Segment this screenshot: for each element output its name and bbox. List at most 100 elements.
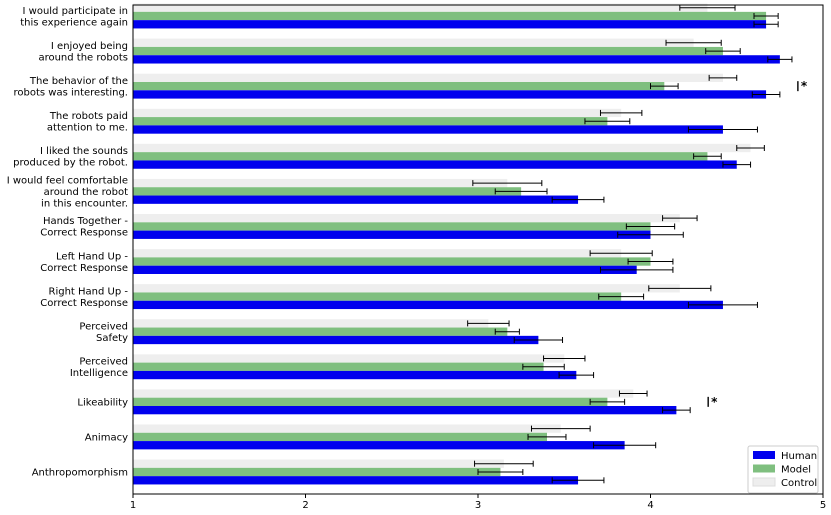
bar-control-3 — [133, 108, 622, 118]
bar-control-9 — [133, 319, 489, 328]
error-bar-human-3 — [687, 126, 758, 133]
error-bar-control-2 — [708, 74, 738, 81]
error-bar-control-12 — [530, 425, 591, 432]
error-bar-human-4 — [722, 161, 752, 168]
error-bar-control-1 — [665, 39, 722, 46]
bar-control-0 — [133, 3, 708, 12]
error-bar-human-6 — [617, 231, 684, 238]
bar-model-3 — [133, 117, 608, 126]
error-bar-model-8 — [598, 293, 645, 300]
bar-model-2 — [133, 82, 665, 91]
bar-control-10 — [133, 354, 565, 363]
bar-human-11 — [133, 405, 677, 415]
category-label-1: I enjoyed being around the robots — [38, 41, 128, 64]
error-bars-layer — [467, 4, 793, 484]
category-label-0: I would participate in this experience ag… — [20, 6, 128, 29]
category-label-10: Perceived Intelligence — [70, 357, 128, 380]
bar-human-13 — [133, 476, 579, 485]
error-bar-human-8 — [687, 301, 758, 308]
legend-label-model: Model — [781, 465, 811, 476]
bar-model-13 — [133, 467, 501, 477]
error-bar-human-13 — [551, 477, 605, 484]
x-tick-label-3: 4 — [647, 500, 653, 511]
category-label-6: Hands Together -Correct Response — [40, 216, 128, 239]
significance-marker-0: * — [797, 79, 808, 93]
category-label-3: The robots paid attention to me. — [47, 111, 128, 134]
bar-human-0 — [133, 20, 767, 29]
error-bar-human-11 — [662, 407, 691, 414]
legend-label-control: Control — [781, 478, 817, 489]
bar-human-5 — [133, 195, 579, 204]
category-label-13: Anthropomorphism — [32, 468, 128, 479]
error-bar-human-7 — [599, 266, 674, 273]
category-label-9: Perceived Safety — [79, 321, 128, 344]
category-label-5: I would feel comfortable around the robot… — [7, 175, 128, 209]
bar-control-4 — [133, 143, 751, 153]
error-bar-control-4 — [736, 145, 765, 152]
bar-model-0 — [133, 11, 767, 21]
legend-swatch-model — [753, 464, 775, 473]
error-bar-model-9 — [494, 328, 520, 335]
error-bar-control-6 — [662, 215, 698, 222]
category-label-2: The behavior of the robots was interestin… — [14, 76, 129, 99]
significance-marker-1: * — [707, 395, 718, 409]
error-bar-human-10 — [558, 372, 595, 379]
category-label-4: I liked the sounds produced by the robot. — [13, 146, 128, 169]
error-bar-control-10 — [543, 355, 586, 362]
bar-control-5 — [133, 178, 508, 188]
bar-control-2 — [133, 73, 723, 83]
category-label-8: Right Hand Up -Correct Response — [40, 286, 128, 309]
bar-human-10 — [133, 370, 577, 380]
error-bar-control-8 — [648, 285, 712, 292]
error-bar-model-10 — [522, 363, 565, 370]
error-bar-human-5 — [551, 196, 605, 203]
error-bar-model-11 — [589, 398, 626, 405]
bar-model-4 — [133, 152, 708, 161]
bar-model-8 — [133, 292, 622, 301]
bar-model-5 — [133, 187, 522, 196]
legend: Human Model Control — [747, 445, 819, 494]
error-bar-model-6 — [625, 223, 676, 230]
category-label-11: Likeability — [77, 397, 128, 408]
error-bar-model-3 — [584, 118, 631, 125]
bar-model-9 — [133, 327, 508, 336]
bar-control-13 — [133, 459, 504, 468]
bar-model-10 — [133, 362, 544, 371]
bar-control-11 — [133, 389, 634, 398]
bar-human-4 — [133, 160, 737, 169]
bar-model-12 — [133, 432, 547, 442]
error-bar-control-9 — [467, 320, 510, 327]
bar-control-8 — [133, 284, 680, 293]
error-bar-control-11 — [618, 390, 648, 397]
error-bar-control-7 — [589, 250, 653, 257]
bar-control-12 — [133, 424, 561, 433]
bar-human-3 — [133, 125, 723, 134]
error-bar-model-7 — [627, 258, 674, 265]
significance-star-0: * — [801, 79, 808, 93]
bar-model-6 — [133, 222, 651, 231]
error-bar-human-12 — [593, 442, 657, 449]
error-bar-model-4 — [693, 153, 722, 160]
error-bar-human-1 — [767, 56, 793, 63]
bar-human-2 — [133, 90, 767, 99]
x-tick-label-0: 1 — [130, 500, 136, 511]
error-bar-human-0 — [753, 21, 779, 28]
error-bar-control-3 — [599, 109, 643, 116]
bar-control-7 — [133, 249, 622, 258]
legend-swatch-control — [752, 477, 776, 487]
category-labels: I would participate in this experience ag… — [7, 6, 129, 479]
bar-human-1 — [133, 55, 780, 64]
error-bar-model-2 — [650, 83, 679, 90]
bars-layer — [133, 3, 780, 485]
bar-model-7 — [133, 257, 651, 266]
bar-control-6 — [133, 214, 680, 223]
bar-control-1 — [133, 38, 694, 47]
error-bar-control-5 — [472, 180, 543, 187]
error-bar-model-13 — [477, 469, 524, 475]
bar-human-12 — [133, 441, 625, 450]
error-bar-human-9 — [513, 336, 564, 343]
error-bar-model-0 — [753, 13, 779, 19]
error-bar-model-1 — [705, 48, 741, 55]
category-label-7: Left Hand Up -Correct Response — [40, 251, 128, 274]
